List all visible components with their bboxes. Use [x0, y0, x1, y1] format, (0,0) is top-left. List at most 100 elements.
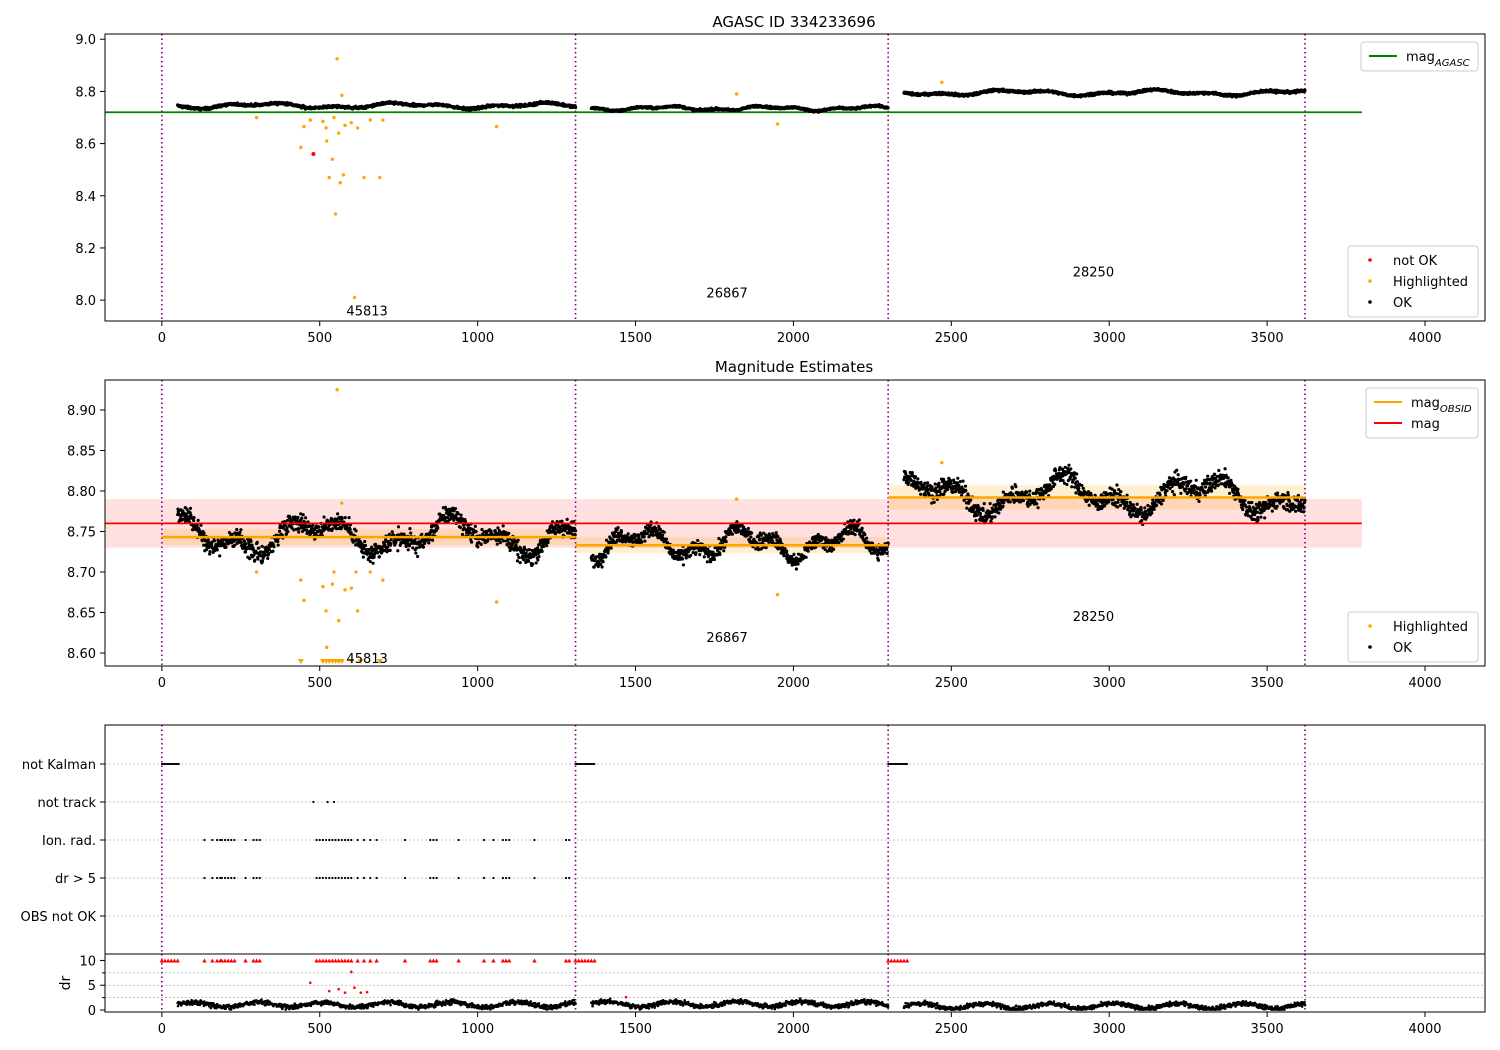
- ok-point: [718, 552, 722, 557]
- ok-point: [368, 559, 372, 564]
- ok-point: [248, 557, 252, 561]
- ok-point: [724, 540, 728, 544]
- ok-point: [759, 533, 763, 537]
- ok-point: [421, 545, 426, 549]
- ok-point: [495, 542, 499, 546]
- ok-point: [453, 506, 458, 511]
- ok-point: [189, 513, 193, 517]
- highlighted-point: [254, 115, 259, 120]
- highlighted-point: [321, 119, 325, 124]
- ok-point: [192, 515, 196, 520]
- ok-point: [642, 535, 646, 539]
- ok-point: [340, 516, 344, 521]
- ok-point: [276, 539, 280, 544]
- ok-point: [516, 538, 520, 542]
- obsid-label: 26867: [706, 286, 747, 301]
- ok-point: [655, 529, 659, 533]
- legend-subscript: AGASC: [1434, 58, 1470, 69]
- ok-point: [188, 506, 193, 510]
- highlighted-point: [381, 118, 385, 122]
- x-tick-label: 500: [307, 331, 332, 346]
- ok-point: [266, 556, 270, 561]
- y-tick-label: 8.6: [75, 138, 96, 153]
- ok-point: [456, 512, 460, 516]
- highlighted-point: [324, 126, 328, 130]
- ok-point: [694, 551, 698, 555]
- x-tick-label: 2500: [935, 331, 968, 346]
- ok-point: [420, 532, 424, 536]
- ok-point: [224, 545, 228, 549]
- ok-point: [387, 532, 392, 536]
- ok-point: [239, 528, 243, 532]
- highlighted-point: [775, 122, 780, 126]
- ok-point: [758, 537, 762, 541]
- ok-point: [507, 531, 511, 535]
- ok-point: [604, 555, 608, 559]
- y-tick-label: 8.60: [67, 647, 96, 662]
- ok-point: [643, 539, 647, 543]
- ok-point: [722, 549, 726, 553]
- x-tick-label: 3500: [1251, 331, 1284, 346]
- ok-point: [286, 530, 290, 534]
- ok-point: [749, 535, 753, 539]
- ok-point: [396, 525, 401, 529]
- ok-point: [256, 557, 260, 561]
- ok-point: [591, 553, 595, 557]
- ok-point: [540, 549, 544, 554]
- ok-point: [534, 561, 538, 565]
- ok-point: [545, 544, 549, 548]
- x-tick-label: 1500: [619, 331, 652, 346]
- ok-point: [526, 559, 531, 563]
- ok-point: [436, 526, 440, 530]
- obsid-label: 45813: [346, 305, 387, 320]
- highlighted-point: [341, 173, 346, 177]
- ok-point: [301, 513, 305, 517]
- y-tick-label: 8.70: [67, 566, 96, 581]
- ok-point: [260, 559, 265, 563]
- ok-point: [408, 527, 412, 531]
- ok-point: [250, 543, 254, 547]
- ok-point: [541, 545, 546, 549]
- ok-point: [702, 555, 706, 559]
- ok-point: [498, 540, 502, 545]
- ok-point: [724, 535, 728, 539]
- ok-point: [476, 545, 480, 549]
- y-tick-label: 8.0: [75, 294, 96, 309]
- ok-point: [196, 518, 200, 522]
- ok-point: [640, 540, 644, 544]
- ok-point: [230, 532, 234, 537]
- ok-point: [377, 555, 381, 559]
- ok-point: [414, 546, 419, 550]
- ok-point: [496, 526, 500, 530]
- ok-point: [272, 545, 276, 549]
- ok-point: [263, 553, 267, 557]
- ok-point: [473, 524, 477, 528]
- x-tick-label: 2000: [777, 676, 810, 691]
- ok-point: [517, 555, 521, 560]
- x-tick-label: 4000: [1408, 331, 1441, 346]
- ok-point: [297, 530, 301, 534]
- x-tick-label: 4000: [1408, 676, 1441, 691]
- ok-point: [202, 531, 206, 535]
- ok-point: [460, 532, 465, 537]
- ok-point: [689, 553, 693, 558]
- ok-point: [386, 545, 390, 549]
- ok-point: [253, 558, 257, 562]
- ok-point: [239, 540, 243, 544]
- ok-point: [600, 565, 604, 569]
- x-tick-label: 1000: [461, 331, 494, 346]
- ok-point: [664, 537, 668, 541]
- ok-point: [606, 548, 610, 553]
- panel-agasc: AGASC ID 334233696 0 500 1000 1500 2000 2500 3…: [75, 13, 1486, 346]
- ok-point: [705, 560, 710, 564]
- ok-point: [336, 512, 340, 516]
- highlighted-point: [343, 123, 347, 128]
- highlighted-point: [494, 124, 499, 129]
- ok-point: [531, 562, 535, 566]
- ok-point: [300, 516, 304, 520]
- ok-point: [297, 527, 301, 531]
- ok-point: [349, 531, 353, 535]
- x-tick-label: 3500: [1251, 676, 1284, 691]
